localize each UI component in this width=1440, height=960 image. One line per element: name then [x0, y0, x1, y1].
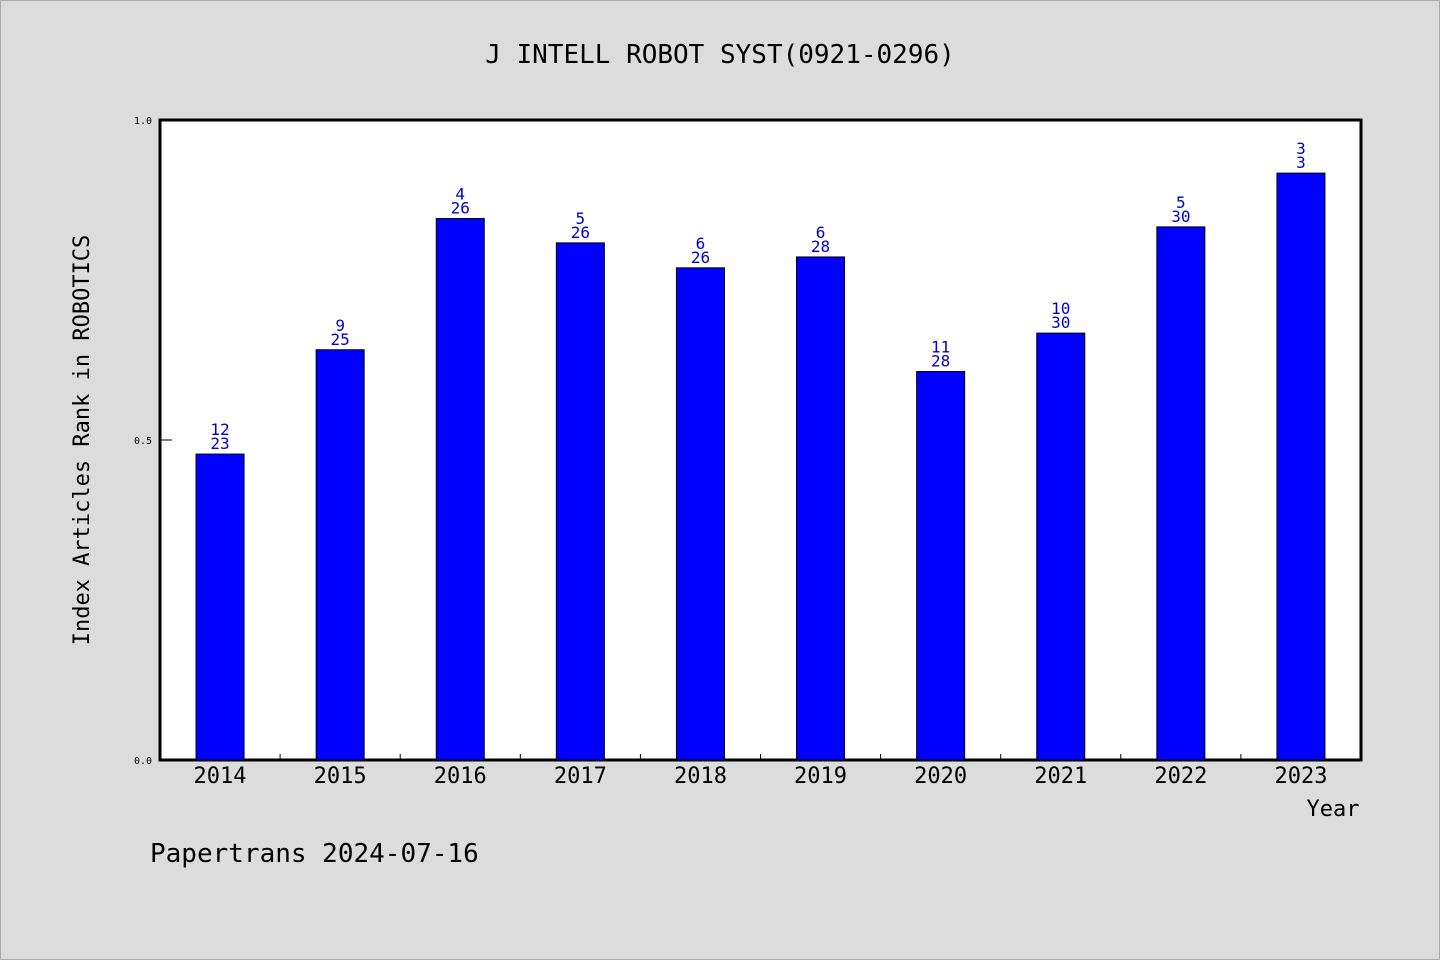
- x-tick-label-2023: 2023: [1274, 764, 1327, 789]
- bar-label-top-2015: 9: [335, 316, 345, 335]
- bar-2016: [435, 218, 485, 761]
- y-axis-ticks: 0.0 0.5 1.0: [134, 116, 172, 767]
- bar-label-bottom-2018: 26: [691, 248, 710, 267]
- x-axis-ticks: 2014 2015 2016 2017 2018 2019 2020 2021 2022 2023: [194, 754, 1327, 789]
- bar-2022: [1156, 226, 1206, 761]
- bar-label-top-2021: 10: [1051, 299, 1070, 318]
- bar-label-top-2018: 6: [696, 234, 706, 253]
- x-tick-label-2016: 2016: [434, 764, 487, 789]
- bar-label-bottom-2022: 30: [1171, 207, 1190, 226]
- bar-label-top-2020: 11: [931, 338, 950, 357]
- bar-label-top-2023: 3: [1296, 139, 1306, 158]
- bar-label-bottom-2020: 28: [931, 352, 950, 371]
- chart-title: J INTELL ROBOT SYST(0921-0296): [485, 40, 955, 70]
- bar-2020: [916, 371, 966, 761]
- bar-label-bottom-2014: 23: [210, 434, 229, 453]
- y-tick-label-1.0: 1.0: [134, 116, 152, 127]
- x-tick-label-2022: 2022: [1154, 764, 1207, 789]
- bars-group: [195, 172, 1326, 761]
- x-tick-label-2017: 2017: [554, 764, 607, 789]
- bar-label-bottom-2015: 25: [331, 330, 350, 349]
- x-tick-label-2015: 2015: [314, 764, 367, 789]
- x-axis-label: Year: [1307, 797, 1360, 822]
- bar-2018: [675, 267, 725, 761]
- x-tick-label-2021: 2021: [1034, 764, 1087, 789]
- bar-label-bottom-2023: 3: [1296, 153, 1306, 172]
- bar-label-top-2019: 6: [816, 223, 826, 242]
- bar-label-top-2016: 4: [455, 185, 465, 204]
- bar-label-bottom-2019: 28: [811, 237, 830, 256]
- bar-2014: [195, 453, 245, 761]
- bar-label-bottom-2016: 26: [451, 199, 470, 218]
- y-axis-label: Index Articles Rank in ROBOTICS: [70, 235, 95, 646]
- bar-2019: [796, 256, 846, 761]
- bar-2023: [1276, 172, 1326, 761]
- x-tick-label-2019: 2019: [794, 764, 847, 789]
- x-tick-label-2014: 2014: [194, 764, 247, 789]
- x-tick-label-2018: 2018: [674, 764, 727, 789]
- y-tick-label-0.0: 0.0: [134, 756, 152, 767]
- bar-label-top-2017: 5: [576, 209, 586, 228]
- bar-label-bottom-2017: 26: [571, 223, 590, 242]
- y-tick-label-0.5: 0.5: [134, 436, 152, 447]
- bar-label-bottom-2021: 30: [1051, 313, 1070, 332]
- bar-2017: [555, 242, 605, 761]
- footer-source: Papertrans 2024-07-16: [150, 839, 479, 869]
- bar-2021: [1036, 332, 1086, 761]
- x-tick-label-2020: 2020: [914, 764, 967, 789]
- bar-2015: [315, 349, 365, 761]
- bar-label-top-2022: 5: [1176, 193, 1186, 212]
- bar-label-top-2014: 12: [210, 420, 229, 439]
